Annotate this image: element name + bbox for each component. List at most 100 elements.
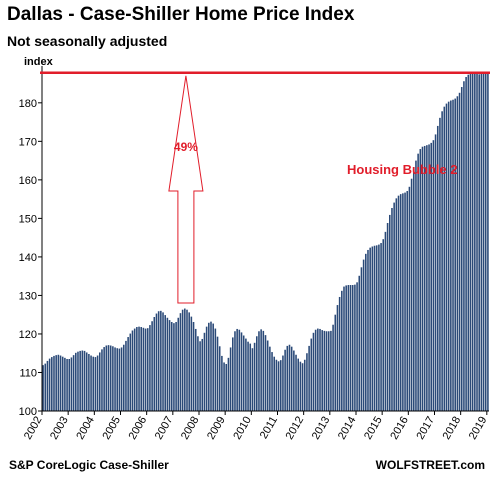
bar xyxy=(129,333,132,411)
bar xyxy=(476,73,478,412)
bar xyxy=(164,315,166,411)
bar xyxy=(109,345,112,411)
bar xyxy=(127,337,129,411)
bar xyxy=(471,73,474,411)
bar xyxy=(478,74,480,411)
bar xyxy=(125,340,127,411)
bar xyxy=(301,363,304,411)
x-tick-label: 2017 xyxy=(414,415,437,442)
bar xyxy=(482,73,485,411)
bar xyxy=(184,308,186,411)
x-tick-label: 2006 xyxy=(127,415,150,442)
bar xyxy=(51,357,53,411)
bar xyxy=(234,331,236,411)
bar xyxy=(345,285,347,411)
bar xyxy=(170,322,173,411)
bar xyxy=(166,317,169,411)
y-tick-label: 170 xyxy=(19,136,37,148)
bar xyxy=(225,364,228,411)
bar xyxy=(122,344,125,411)
bar xyxy=(149,325,151,411)
bar xyxy=(293,350,295,411)
bar xyxy=(249,343,252,411)
bar xyxy=(245,338,247,411)
bar xyxy=(397,195,400,411)
bar xyxy=(303,359,306,411)
bar xyxy=(380,243,382,411)
x-tick-label: 2007 xyxy=(153,415,176,442)
arrow-percent-label: 49% xyxy=(174,140,198,154)
bar xyxy=(321,330,323,411)
bar xyxy=(410,178,413,411)
bar xyxy=(75,352,77,411)
chart-title: Dallas - Case-Shiller Home Price Index xyxy=(7,4,355,25)
x-tick-label: 2012 xyxy=(284,415,307,442)
bar xyxy=(399,194,402,411)
y-tick-label: 180 xyxy=(19,98,37,110)
bar xyxy=(133,328,136,411)
bar xyxy=(443,106,446,412)
bar xyxy=(238,329,241,411)
bar xyxy=(255,336,258,411)
bar xyxy=(271,352,273,411)
bar xyxy=(85,352,88,411)
bar xyxy=(101,349,103,411)
bar xyxy=(458,92,461,412)
bar xyxy=(140,327,142,411)
bar xyxy=(419,149,422,412)
bar xyxy=(465,77,467,411)
x-tick-label: 2015 xyxy=(362,415,385,442)
bar xyxy=(415,160,417,411)
x-tick-label: 2018 xyxy=(441,415,464,442)
bar xyxy=(474,73,476,411)
y-tick-label: 150 xyxy=(19,213,37,225)
bar xyxy=(155,313,158,411)
bar xyxy=(452,99,454,412)
bar xyxy=(286,345,289,411)
bar xyxy=(421,146,424,412)
bar xyxy=(375,245,378,411)
bar xyxy=(402,193,404,411)
bar xyxy=(354,284,356,411)
bar xyxy=(210,321,212,411)
x-tick-label: 2010 xyxy=(231,415,254,442)
bar xyxy=(264,335,267,411)
bar xyxy=(269,346,271,411)
bar xyxy=(57,354,60,411)
bar xyxy=(118,348,121,411)
bar xyxy=(347,285,350,411)
x-tick-label: 2019 xyxy=(467,415,490,442)
bar xyxy=(371,246,374,411)
bar xyxy=(53,355,55,411)
bar xyxy=(61,356,64,411)
bar xyxy=(46,360,49,411)
bar xyxy=(157,311,160,411)
bar xyxy=(389,214,391,411)
bar xyxy=(114,347,116,411)
bar xyxy=(356,282,358,411)
y-axis-label: index xyxy=(24,56,54,68)
bar xyxy=(131,330,134,411)
bar xyxy=(487,72,489,412)
x-tick-label: 2016 xyxy=(388,415,411,442)
bar xyxy=(277,361,280,411)
bar xyxy=(236,328,238,411)
bar xyxy=(317,328,319,411)
bar xyxy=(423,145,426,411)
bar xyxy=(205,326,208,411)
bar xyxy=(378,244,380,411)
bar xyxy=(430,142,433,411)
x-tick-label: 2002 xyxy=(22,415,45,442)
bar xyxy=(136,327,138,411)
bar xyxy=(66,358,68,411)
bar xyxy=(218,346,221,411)
bar xyxy=(227,357,230,411)
bar xyxy=(439,117,441,411)
bar xyxy=(262,330,265,411)
bar xyxy=(201,338,204,411)
bar xyxy=(214,328,217,411)
bar xyxy=(362,259,365,411)
bar xyxy=(382,239,385,411)
bar xyxy=(88,353,90,411)
bar xyxy=(393,202,395,411)
